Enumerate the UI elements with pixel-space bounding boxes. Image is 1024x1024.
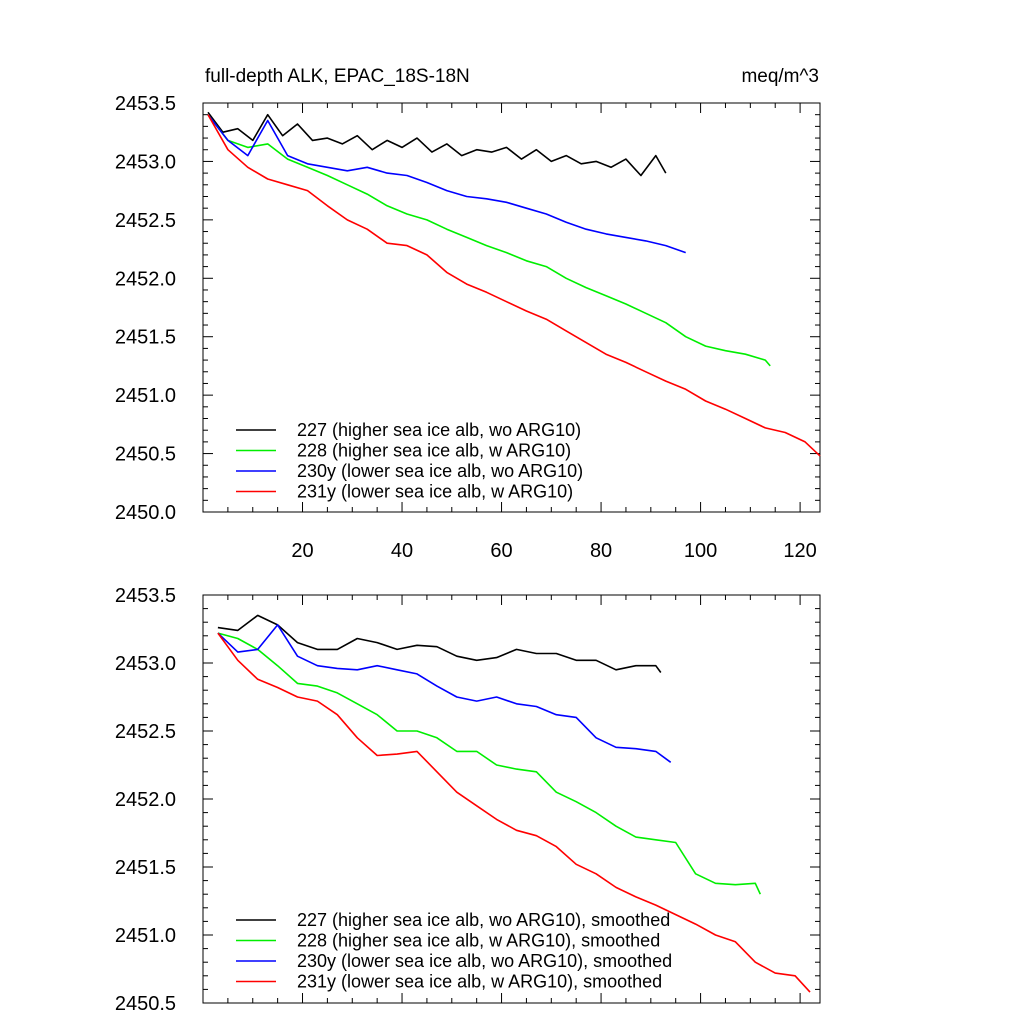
series-line-3 <box>217 632 811 993</box>
legend-label: 228 (higher sea ice alb, w ARG10) <box>297 441 571 461</box>
y-tick-label: 2450.0 <box>115 502 176 524</box>
y-tick-label: 2450.5 <box>115 444 176 466</box>
series-line-2 <box>207 114 686 254</box>
y-tick-label: 2452.0 <box>115 268 176 290</box>
y-tick-label: 2453.0 <box>115 653 176 675</box>
x-tick-label: 20 <box>291 540 313 562</box>
legend-label: 230y (lower sea ice alb, wo ARG10) <box>297 461 583 481</box>
y-tick-label: 2450.5 <box>115 993 176 1015</box>
y-tick-label: 2451.5 <box>115 857 176 879</box>
series-line-0 <box>217 614 662 673</box>
y-tick-label: 2452.0 <box>115 789 176 811</box>
y-tick-label: 2451.0 <box>115 925 176 947</box>
legend-label: 230y (lower sea ice alb, wo ARG10), smoo… <box>297 951 672 971</box>
legend-label: 231y (lower sea ice alb, w ARG10), smoot… <box>297 972 662 992</box>
x-tick-label: 120 <box>783 540 816 562</box>
y-tick-label: 2451.0 <box>115 385 176 407</box>
y-tick-label: 2453.5 <box>115 93 176 115</box>
y-tick-label: 2453.5 <box>115 585 176 607</box>
plot-frame <box>202 102 821 513</box>
y-tick-label: 2451.5 <box>115 327 176 349</box>
series-line-2 <box>217 624 672 763</box>
legend-label: 231y (lower sea ice alb, w ARG10) <box>297 482 573 502</box>
legend-label: 228 (higher sea ice alb, w ARG10), smoot… <box>297 931 660 951</box>
y-tick-label: 2452.5 <box>115 721 176 743</box>
x-tick-label: 60 <box>490 540 512 562</box>
x-tick-label: 40 <box>391 540 413 562</box>
top-panel: full-depth ALK, EPAC_18S-18N meq/m^3 245… <box>115 66 821 562</box>
series-line-1 <box>217 632 762 895</box>
series-line-3 <box>207 114 821 457</box>
legend-label: 227 (higher sea ice alb, wo ARG10), smoo… <box>297 910 670 930</box>
chart-title: full-depth ALK, EPAC_18S-18N <box>205 66 470 87</box>
x-tick-label: 100 <box>684 540 717 562</box>
y-tick-label: 2452.5 <box>115 210 176 232</box>
series-line-0 <box>207 111 667 177</box>
x-tick-label: 80 <box>590 540 612 562</box>
series-line-1 <box>207 114 771 367</box>
bottom-panel: 2450.5 2451.0 2451.5 2452.0 2452.5 2453.0 2453… <box>115 585 821 1015</box>
legend-label: 227 (higher sea ice alb, wo ARG10) <box>297 420 581 440</box>
y-tick-label: 2453.0 <box>115 151 176 173</box>
chart-units: meq/m^3 <box>741 66 819 87</box>
